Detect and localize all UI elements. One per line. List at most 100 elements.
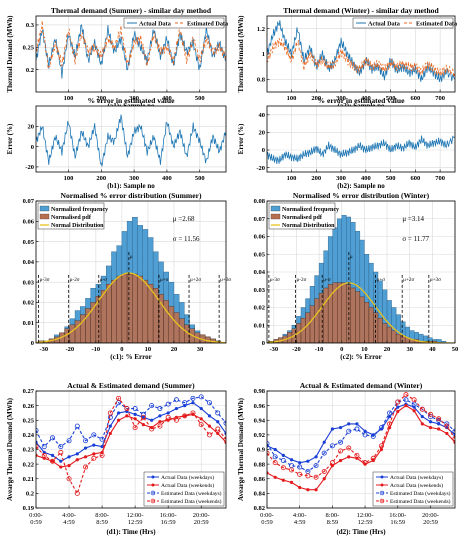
pdf-bar: [116, 275, 123, 343]
data-point: [338, 458, 343, 463]
data-point: [117, 418, 121, 422]
pdf-bar: [137, 275, 143, 343]
series-line: [36, 24, 226, 79]
data-point: [338, 448, 344, 454]
data-point: [396, 409, 400, 414]
x-tick-label: 600: [410, 175, 420, 182]
pdf-bar: [163, 300, 169, 343]
data-point: [132, 425, 138, 431]
y-tick-label: 0.05: [254, 251, 266, 258]
x-tick-label: 500: [386, 175, 396, 182]
legend-a1: Actual Data Estimated Data: [123, 17, 228, 29]
data-point: [297, 464, 303, 470]
legend-label: Estimated Data: [416, 21, 457, 28]
legend-label: Estimated Data: [187, 21, 228, 28]
pdf-bar: [323, 287, 329, 343]
sigma-label: μ-2σ: [70, 277, 80, 283]
data-point: [58, 449, 64, 455]
data-point: [321, 468, 327, 474]
x-tick-line: 8:59: [327, 519, 339, 526]
legend-d1: Actual Data (weekdays)Actual Data (weeke…: [143, 471, 225, 507]
data-point: [289, 467, 295, 473]
data-point: [280, 457, 286, 463]
data-point: [338, 439, 344, 445]
data-point: [273, 475, 277, 479]
marks-a1: [36, 20, 226, 79]
x-tick-line: 12:59: [358, 519, 373, 526]
x-tick-label: 300: [336, 175, 346, 182]
data-point: [74, 423, 80, 429]
data-point: [329, 443, 335, 449]
x-tick-label: 700: [435, 95, 445, 102]
legend-swatch: [270, 205, 281, 212]
data-point: [166, 411, 170, 415]
x-tick-label: -30: [39, 346, 48, 353]
data-point: [347, 455, 351, 459]
chart-title: Actual & Estimated demand (Summer): [67, 381, 195, 390]
pdf-bar: [337, 282, 342, 343]
y-tick-label: 0.08: [254, 198, 266, 205]
y-tick-label: 0.92: [254, 432, 265, 439]
data-point: [420, 414, 424, 419]
x-tick-line: 16:59: [161, 519, 176, 526]
x-tick-label: -10: [92, 346, 101, 353]
data-point: [124, 406, 130, 412]
data-point: [437, 427, 441, 431]
sigma-label: μ+2σ: [190, 277, 201, 283]
x-tick-line: 20:00-: [193, 512, 210, 519]
data-point: [66, 438, 72, 444]
data-point: [379, 447, 384, 452]
x-tick-line: 4:00-: [293, 512, 307, 519]
data-point: [75, 452, 79, 456]
sigma-label: μ+σ: [377, 277, 386, 283]
y-tick-label: 0.25: [23, 44, 35, 51]
pdf-bar: [100, 290, 107, 343]
y-tick-label: 0.19: [23, 505, 35, 512]
data-point: [67, 455, 71, 459]
data-point: [158, 414, 162, 418]
freq-bar: [441, 341, 447, 343]
data-point: [116, 395, 122, 401]
chart-title: Normalised % error distribution (Summer): [60, 191, 202, 200]
data-point: [50, 458, 56, 464]
data-point: [190, 395, 196, 401]
data-point: [305, 473, 311, 479]
data-point: [362, 432, 368, 438]
data-point: [428, 425, 433, 430]
data-point: [378, 425, 384, 431]
data-point: [427, 411, 433, 417]
pdf-bar: [368, 307, 374, 343]
x-tick-label: 20:00-20:59: [422, 512, 439, 526]
pdf-bar: [318, 293, 324, 343]
y-tick-label: 20: [259, 130, 266, 137]
x-tick-label: 0:00-0:59: [260, 512, 274, 526]
sigma-label: μ: [130, 254, 133, 260]
y-tick-label: 0.9: [257, 447, 266, 454]
data-point: [216, 431, 220, 436]
y-tick-label: 0.06: [254, 234, 266, 241]
pdf-bar: [147, 283, 154, 343]
data-point: [149, 426, 155, 432]
x-tick-line: 16:00-: [389, 512, 406, 519]
y-tick-label: 0.94: [254, 417, 266, 424]
axes-frame-b2: [266, 105, 456, 173]
chart-title: % error in estimated value: [317, 96, 405, 105]
data-point: [321, 450, 327, 456]
legend-swatch: [39, 213, 50, 220]
data-point: [140, 414, 146, 420]
data-point: [362, 460, 368, 466]
y-tick-label: 0.02: [23, 300, 34, 307]
y-tick-label: 0.25: [23, 417, 35, 424]
legend-label: Estimated Data (weekdays): [390, 490, 451, 497]
data-point: [41, 444, 47, 450]
x-tick-label: 400: [361, 95, 371, 102]
data-point: [419, 406, 425, 412]
x-tick-label: 500: [195, 95, 205, 102]
x-tick-line: 0:59: [261, 519, 273, 526]
data-point: [330, 427, 334, 431]
x-axis-label: (c1): % Error: [110, 353, 151, 361]
legend-label: Normalised pdf: [51, 215, 92, 221]
legend-label: Normal Distribution: [51, 223, 104, 229]
y-tick-label: 0.01: [254, 322, 265, 329]
data-point: [99, 436, 105, 442]
